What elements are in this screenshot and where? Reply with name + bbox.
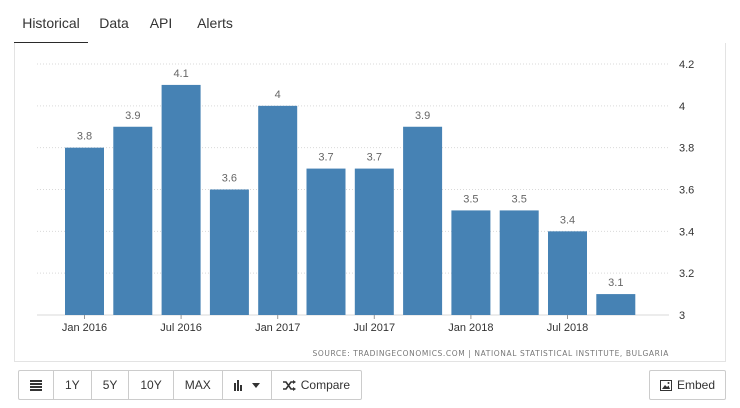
bar-value-label: 3.8 [77,131,92,143]
range-max-button[interactable]: MAX [172,370,223,400]
bar[interactable] [161,84,201,315]
y-tick-label: 3 [679,310,685,322]
tab-bar: Historical Data API Alerts [14,0,726,44]
compare-button[interactable]: Compare [270,370,363,400]
bar-value-label: 3.6 [222,173,237,185]
y-axis-ticks: 3 3.2 3.4 3.6 3.8 4 4.2 [679,59,694,322]
chart-toolbar: 1Y 5Y 10Y MAX Compare [18,370,363,400]
source-text: SOURCE: TRADINGECONOMICS.COM | NATIONAL … [312,349,669,358]
bars [65,84,636,316]
y-tick-label: 4 [679,101,685,113]
x-tick-label: Jan 2018 [448,322,493,334]
embed-label: Embed [676,378,715,392]
bar[interactable] [596,294,636,315]
tab-historical[interactable]: Historical [14,0,88,44]
bar-value-label: 3.7 [318,152,333,164]
bar-value-label: 4 [275,89,281,101]
y-tick-label: 3.4 [679,226,694,238]
range-5y-button[interactable]: 5Y [90,370,130,400]
bar-chart: 3.83.94.13.643.7 3.73.93.5 3.53.43.1 33.23… [37,59,694,334]
bar-value-label: 3.1 [608,277,623,289]
bar-value-label: 4.1 [173,68,188,80]
bar[interactable] [548,231,587,315]
bar[interactable] [113,126,153,315]
compare-label: Compare [300,378,351,392]
bar-value-label: 3.9 [415,110,430,122]
x-tick-label: Jul 2017 [354,322,396,334]
y-tick-label: 4.2 [679,59,694,71]
y-tick-label: 3.8 [679,143,694,155]
shuffle-icon [282,379,296,391]
bar-value-label: 3.9 [125,110,140,122]
y-tick-label: 3.6 [679,185,694,197]
embed-button[interactable]: Embed [648,370,726,400]
chart-panel: 3.8 3.9 4.1 3.6 4 3.7 3.7 3.9 3.5 3.5 3.4 3.1 3 3.2 3… [14,43,726,362]
table-view-button[interactable] [18,370,54,400]
caret-down-icon [251,382,260,388]
bar[interactable] [451,210,491,315]
bar-value-label: 3.7 [367,152,382,164]
bar[interactable] [354,168,394,315]
tab-data[interactable]: Data [99,15,129,31]
chart-type-button[interactable] [221,370,272,400]
x-tick-label: Jul 2018 [547,322,589,334]
bar[interactable] [65,147,104,315]
tab-alerts[interactable]: Alerts [197,15,233,31]
bar[interactable] [209,189,249,316]
bar-value-label: 3.5 [463,193,478,205]
x-tick-label: Jul 2016 [160,322,202,334]
range-1y-button[interactable]: 1Y [53,370,92,400]
x-tick-label: Jan 2017 [255,322,300,334]
bar-value-label: 3.5 [512,193,527,205]
y-tick-label: 3.2 [679,268,694,280]
bar[interactable] [499,210,539,315]
tab-api[interactable]: API [149,15,173,31]
bar[interactable] [403,126,443,315]
x-tick-label: Jan 2016 [62,322,107,334]
bar-value-label: 3.4 [560,214,575,226]
bar-chart-icon [233,379,242,391]
bar[interactable] [306,168,346,315]
x-axis-ticks: Jan 2016 Jul 2016 Jan 2017 Jul 2017 Jan 2018… [62,315,588,334]
image-icon [659,379,672,391]
bar[interactable] [258,105,298,315]
range-10y-button[interactable]: 10Y [128,370,174,400]
value-labels: 3.8 3.9 4.1 3.6 4 3.7 3.7 3.9 3.5 3.5 3.4 3.1 [77,68,624,289]
table-icon [30,379,42,391]
